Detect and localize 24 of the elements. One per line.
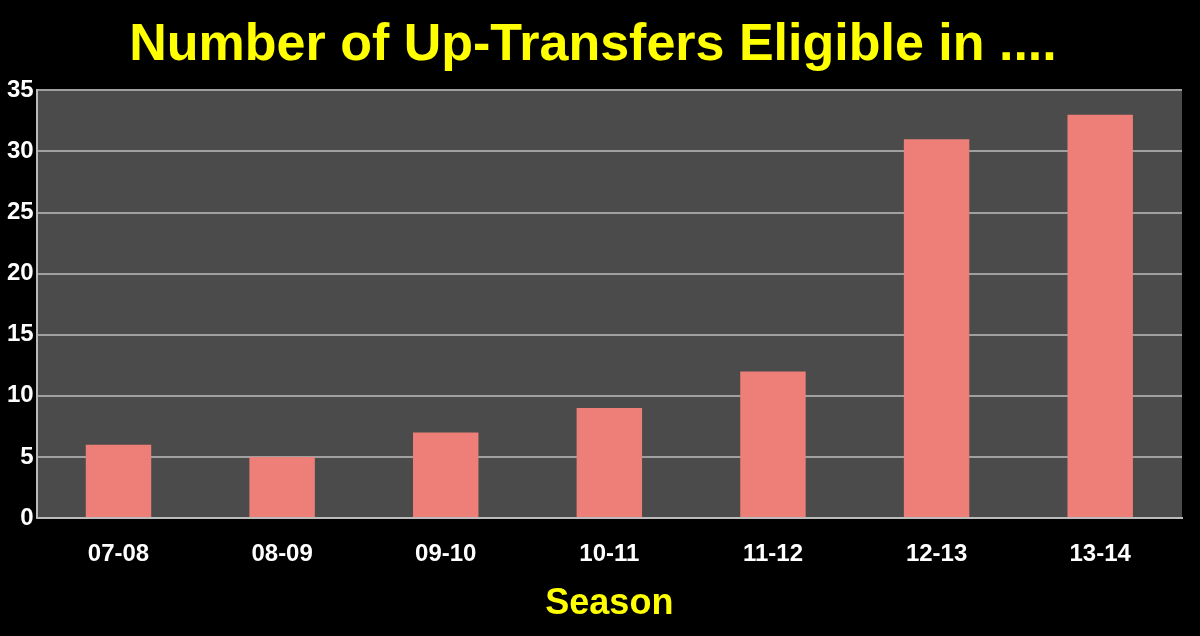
bar xyxy=(413,432,479,517)
x-tick-label: 11-12 xyxy=(742,539,803,567)
bar xyxy=(249,456,315,517)
bar xyxy=(576,408,643,517)
bar xyxy=(903,139,970,517)
y-tick-label: 30 xyxy=(6,136,34,164)
y-tick-label: 0 xyxy=(20,502,34,530)
y-tick-label: 5 xyxy=(20,441,34,469)
bar xyxy=(1067,114,1133,517)
x-tick-label: 10-11 xyxy=(579,539,640,567)
x-tick-label: 08-09 xyxy=(251,539,313,567)
chart-title: Number of Up-Transfers Eligible in .... xyxy=(129,12,1057,71)
x-axis-title: Season xyxy=(545,581,674,623)
x-tick-label: 09-10 xyxy=(415,539,477,567)
y-tick-label: 10 xyxy=(6,380,34,408)
x-tick-label: 13-14 xyxy=(1069,539,1132,567)
bar xyxy=(740,371,806,517)
y-tick-label: 35 xyxy=(6,75,34,103)
y-tick-label: 25 xyxy=(6,197,34,225)
y-tick-label: 20 xyxy=(6,258,34,286)
bar xyxy=(85,444,152,517)
x-tick-label: 07-08 xyxy=(87,539,150,567)
y-tick-label: 15 xyxy=(6,319,34,347)
x-tick-label: 12-13 xyxy=(905,539,968,567)
